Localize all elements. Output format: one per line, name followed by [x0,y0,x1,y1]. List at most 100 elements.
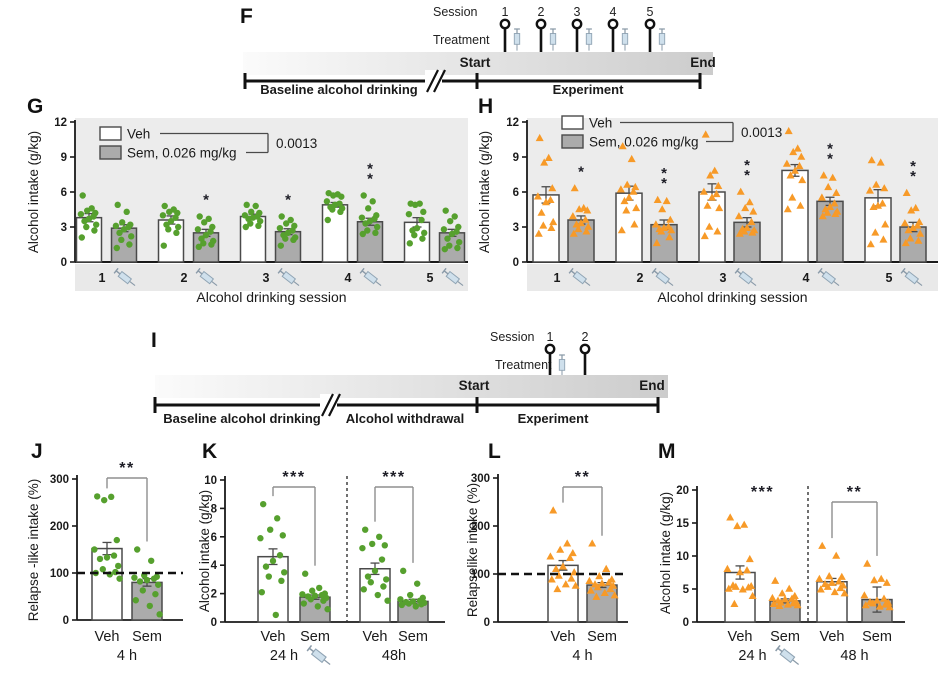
data-point [278,577,285,585]
x-tick-label: 3 [720,271,727,285]
data-point [362,526,369,533]
data-point [568,548,577,557]
data-point [740,520,749,528]
data-point [283,220,290,227]
data-point [595,572,604,580]
data-point [906,234,915,242]
data-point [703,201,712,209]
data-point [588,539,597,547]
significance-stars: ** [119,460,134,477]
data-point [782,159,791,167]
data-point [769,599,778,607]
syringe-icon [734,267,757,287]
data-point [544,153,553,161]
data-point [143,576,151,584]
data-point [652,238,661,247]
legend-swatch-veh [99,126,122,141]
data-point [605,578,613,586]
data-point [730,599,739,607]
bar [816,200,844,263]
data-point [548,184,557,192]
data-point [533,192,542,200]
legend-swatch-veh [561,115,584,130]
time-label: 4 h [572,648,592,664]
data-point [364,227,371,234]
data-point [712,189,721,198]
data-point [116,575,123,582]
y-tick-label: 0 [484,617,490,629]
data-point [797,152,806,160]
data-point [816,585,825,593]
data-point [358,214,366,221]
data-point [414,580,421,587]
data-point [364,573,372,580]
data-point [617,226,626,234]
x-axis-title: Alcohol drinking session [657,289,807,305]
y-tick-label: 9 [513,152,519,164]
data-point [902,188,911,196]
data-point [909,223,917,231]
data-point [406,240,413,247]
legend-swatch-sem [99,145,122,160]
y-axis-title: Relapselike intake (%) [465,483,480,617]
syringe-icon [568,267,591,287]
data-point [627,154,636,163]
data-point [726,513,735,521]
data-point [549,506,558,514]
syringe-icon [306,644,331,665]
data-point [653,195,662,203]
y-tick-label: 0 [61,257,67,269]
data-point [623,180,632,188]
data-point [267,526,274,533]
data-point [201,219,208,226]
data-point [571,581,580,589]
data-point [539,221,548,229]
data-point [861,601,870,609]
y-tick-label: 300 [50,474,69,486]
data-point [255,222,262,230]
data-point [205,215,212,223]
data-point [166,208,173,216]
data-point [421,229,428,237]
text-label: Experiment [553,82,624,97]
data-point [863,559,872,567]
data-point [618,142,627,150]
data-point [547,223,556,231]
data-point [535,133,544,142]
data-point [715,203,724,212]
y-tick-label: 0 [683,617,689,629]
data-point [159,212,167,219]
data-point [798,175,807,184]
significance-stars: * [578,164,584,181]
session-number: 1 [502,5,509,19]
data-point [103,554,111,561]
y-tick-label: 20 [676,485,689,497]
panel-label-l: L [488,440,501,463]
data-point [881,220,890,228]
data-point [114,201,121,209]
data-point [867,156,876,164]
data-point [602,564,611,572]
significance-stars: * [744,157,750,174]
data-point [745,554,754,563]
data-point [365,205,372,212]
data-point [411,231,418,239]
data-point [242,223,249,231]
data-point [441,245,448,253]
significance-stars: *** [282,469,305,486]
significance-stars: * [827,151,833,168]
session-number: 4 [610,5,617,19]
data-point [781,595,789,603]
data-point [542,198,550,206]
data-point [900,219,909,227]
data-point [279,532,286,539]
data-point [630,220,639,228]
significance-stars: * [744,167,750,184]
y-tick-label: 100 [50,568,69,580]
data-point [546,195,555,203]
data-point [771,576,780,584]
data-point [110,552,118,559]
data-point [706,171,715,179]
